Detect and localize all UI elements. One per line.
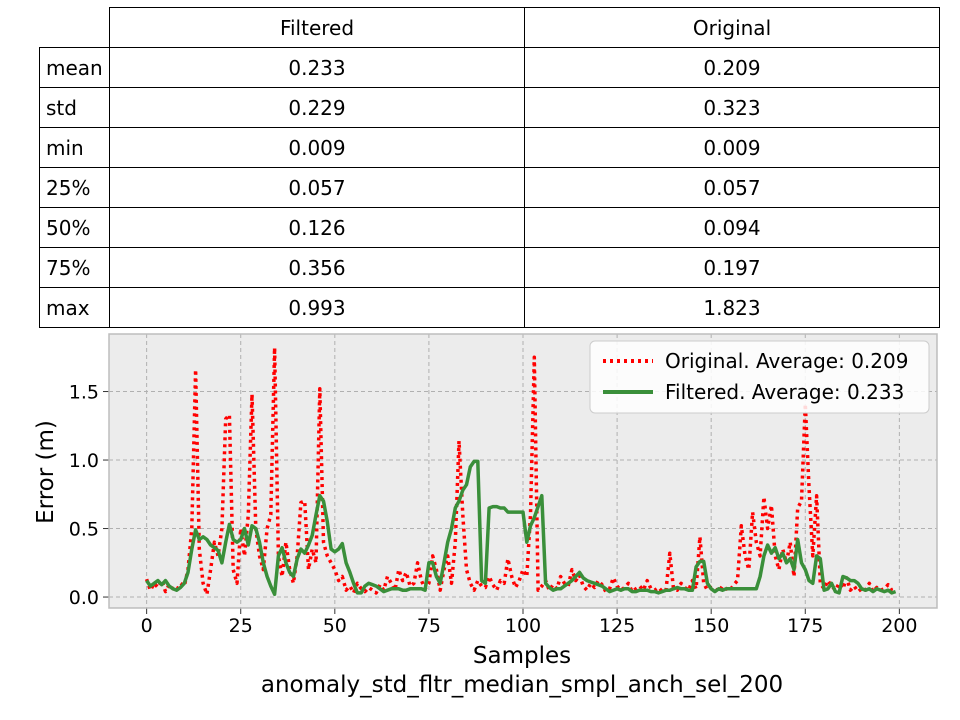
table-row: 50% 0.126 0.094 <box>39 207 940 248</box>
table-row: max 0.993 1.823 <box>39 287 940 328</box>
x-tick-label: 150 <box>693 615 729 637</box>
table-row: 25% 0.057 0.057 <box>39 167 940 208</box>
x-tick-label: 0 <box>141 615 153 637</box>
legend-box <box>589 340 930 414</box>
y-tick-label: 0.5 <box>69 519 99 541</box>
y-tick-label: 1.0 <box>69 450 99 472</box>
x-tick-label: 100 <box>505 615 541 637</box>
cell-original: 1.823 <box>524 287 940 328</box>
x-tick-label: 75 <box>417 615 441 637</box>
x-tick-label: 200 <box>881 615 917 637</box>
original-series-line <box>144 345 897 597</box>
table-row: 75% 0.356 0.197 <box>39 247 940 288</box>
stats-table: Filtered Original mean 0.233 0.209 std 0.229 0.… <box>39 7 940 328</box>
row-label: 75% <box>39 247 110 288</box>
table-header-row: Filtered Original <box>40 7 940 48</box>
row-label: 25% <box>39 167 110 208</box>
y-tick-label: 0.0 <box>69 587 99 609</box>
x-axis-label: Samples <box>473 643 571 669</box>
x-tick-label: 25 <box>229 615 253 637</box>
cell-filtered: 0.009 <box>109 127 525 168</box>
legend-label-filtered: Filtered. Average: 0.233 <box>665 380 904 404</box>
x-tick-label: 125 <box>599 615 635 637</box>
y-axis-label: Error (m) <box>33 420 59 524</box>
y-tick-label: 1.5 <box>69 382 99 404</box>
cell-original: 0.009 <box>524 127 940 168</box>
x-tick-label: 50 <box>323 615 347 637</box>
plot-frame <box>108 333 938 609</box>
table-row: min 0.009 0.009 <box>39 127 940 168</box>
row-label: std <box>39 87 110 128</box>
cell-original: 0.094 <box>524 207 940 248</box>
x-tick-label: 175 <box>787 615 823 637</box>
legend-label-original: Original. Average: 0.209 <box>665 349 908 373</box>
column-header: Filtered <box>109 7 525 48</box>
cell-filtered: 0.993 <box>109 287 525 328</box>
row-label: mean <box>39 47 110 88</box>
x-axis-subtitle: anomaly_std_fltr_median_smpl_anch_sel_20… <box>261 672 783 698</box>
ticks: 0 25 50 75 100 125 150 175 200 0.0 0.5 1.0 1.5 <box>69 382 918 637</box>
series <box>144 345 897 597</box>
filtered-series-line <box>145 459 897 597</box>
column-header: Original <box>524 7 940 48</box>
legend: Original. Average: 0.209 Filtered. Avera… <box>589 340 930 414</box>
